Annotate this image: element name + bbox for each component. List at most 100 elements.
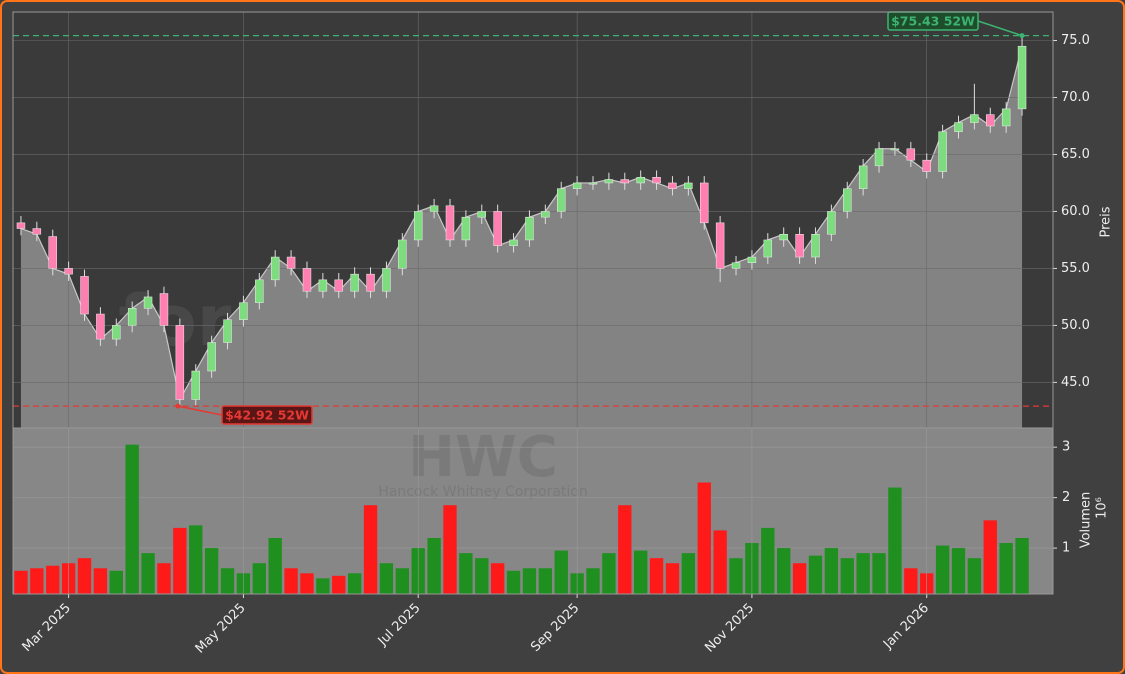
volume-bar (586, 568, 600, 594)
candle-body (588, 182, 598, 185)
volume-bar (189, 525, 203, 594)
volume-bar (379, 563, 394, 594)
candle-body (191, 370, 200, 400)
candle-body (827, 211, 836, 235)
candle-body (541, 211, 550, 218)
volume-bar (204, 548, 219, 594)
volume-bar (904, 568, 918, 594)
candle-body (938, 131, 947, 172)
candle-body (954, 122, 963, 132)
candle-body (255, 279, 264, 303)
volume-bar (935, 545, 950, 594)
candle-body (1001, 108, 1011, 127)
volume-bar (697, 482, 711, 594)
volume-bar (506, 570, 521, 594)
candle-body (715, 222, 725, 269)
y-axis-label: Volumen (1079, 492, 1094, 549)
candle-body (270, 256, 280, 281)
candle-body (572, 182, 582, 189)
candle-body (557, 188, 566, 212)
volume-bar (602, 553, 616, 594)
candle-body (811, 233, 820, 258)
annotation-arrow (977, 20, 1023, 37)
candle-body (80, 276, 89, 315)
y-tick-label: 2 (1062, 490, 1070, 505)
volume-bar (252, 563, 266, 594)
volume-bar (332, 575, 346, 594)
volume-bar (872, 553, 886, 594)
candle-body (366, 273, 375, 292)
volume-bar (316, 578, 330, 594)
volume-bar (681, 553, 696, 594)
volume-bar (490, 563, 505, 594)
volume-bar (14, 570, 28, 594)
volume-bar (856, 553, 870, 594)
candle-body (970, 114, 979, 123)
candle-body (906, 148, 916, 161)
candle-body (16, 222, 26, 229)
volume-bar (363, 505, 378, 594)
candle-body (96, 313, 105, 340)
y-tick-label: 70.0 (1061, 90, 1090, 105)
volume-bar (109, 570, 123, 594)
volume-bar (157, 563, 171, 594)
candle-body (525, 216, 534, 241)
candle-body (652, 177, 661, 184)
volume-bar (347, 573, 362, 594)
candle-body (175, 325, 185, 400)
candle-body (604, 179, 614, 184)
candle-body (636, 177, 645, 184)
candle-body (493, 211, 502, 246)
volume-bar (618, 505, 632, 594)
volume-bar (824, 548, 839, 594)
candle-body (382, 268, 391, 292)
candle-body (429, 205, 439, 212)
volume-bar (268, 537, 282, 594)
candle-body (620, 179, 630, 184)
annotation-label: $75.43 52W (891, 14, 975, 29)
candle-body (461, 216, 471, 241)
candle-body (302, 268, 312, 292)
volume-bar (729, 558, 743, 594)
candle-body (843, 188, 852, 212)
volume-bar (649, 558, 664, 594)
candle-body (874, 148, 884, 167)
candle-body (64, 268, 73, 275)
price-line (20, 46, 1023, 402)
candle-body (127, 308, 137, 326)
volume-bar (792, 563, 807, 594)
volume-bar (808, 555, 823, 594)
y-tick-label: 3 (1062, 440, 1070, 455)
candle-body (48, 236, 57, 269)
volume-bar (300, 573, 314, 594)
candle-body (112, 325, 121, 340)
watermark-company: Hancock Whitney Corporation (378, 484, 588, 500)
volume-bar (888, 487, 902, 594)
candle-body (239, 302, 248, 320)
y-tick-label: 65.0 (1061, 147, 1090, 162)
volume-bar (125, 444, 139, 594)
candle-body (32, 228, 42, 235)
y-offset-label: 10⁶ (1095, 497, 1110, 519)
volume-bar (427, 537, 441, 594)
candle-body (398, 239, 407, 269)
volume-bar (220, 568, 235, 594)
candle-body (143, 296, 153, 309)
annotation-arrowhead (1019, 33, 1025, 39)
volume-bar (983, 520, 997, 594)
candle-body (731, 262, 741, 269)
volume-bar (475, 558, 489, 594)
candle-body (413, 211, 423, 241)
candle-body (350, 273, 359, 292)
candle-body (334, 279, 343, 292)
volume-bar (522, 568, 537, 594)
candle-body (223, 319, 232, 343)
volume-bar (46, 565, 60, 594)
candle-body (890, 148, 900, 151)
volume-bar (761, 527, 775, 594)
volume-panel-border (12, 427, 1054, 595)
candle-body (509, 239, 518, 246)
y-tick-label: 75.0 (1061, 33, 1090, 48)
candle-body (700, 182, 709, 224)
